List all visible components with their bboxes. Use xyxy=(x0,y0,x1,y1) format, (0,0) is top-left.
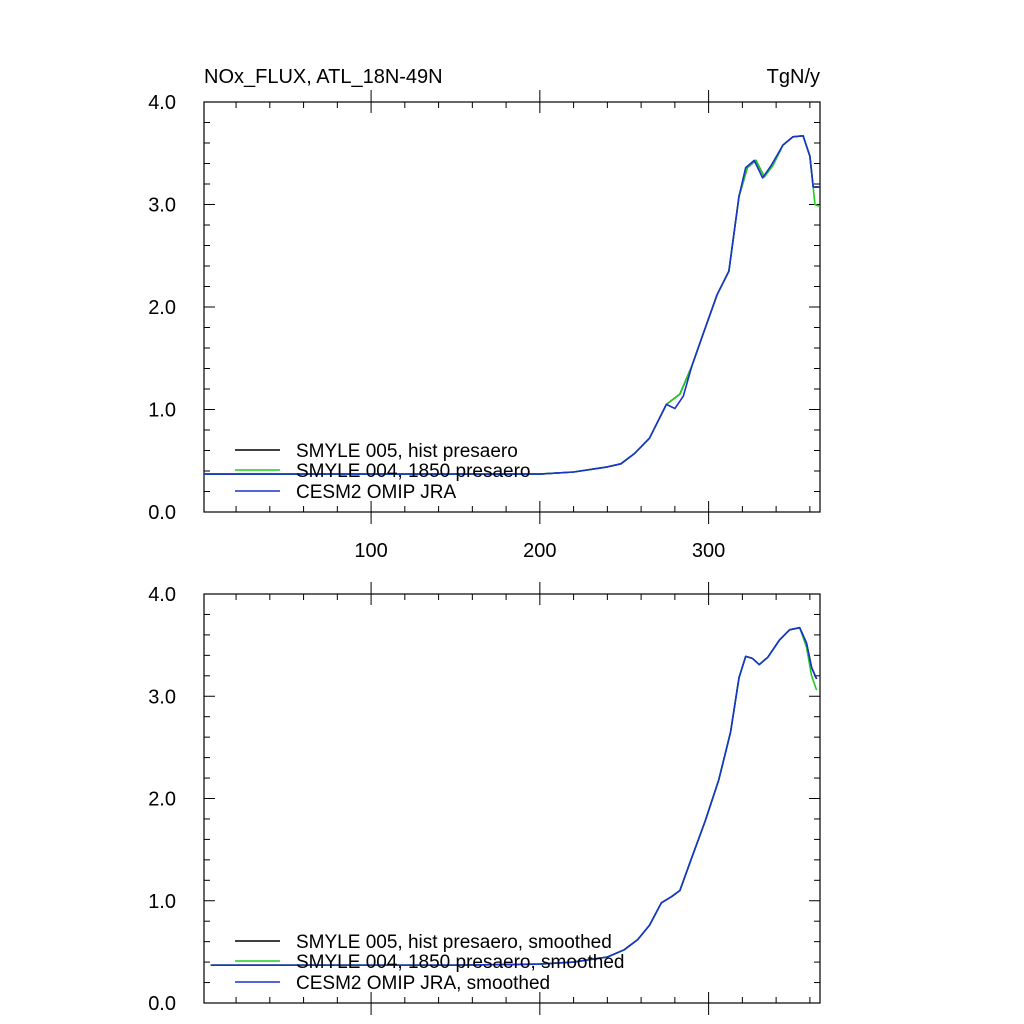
y-tick-label: 4.0 xyxy=(148,584,176,606)
units-label: TgN/y xyxy=(767,66,820,88)
legend-label-0: SMYLE 005, hist presaero xyxy=(296,441,518,462)
series-line-2 xyxy=(204,135,820,475)
x-tick-label: 300 xyxy=(692,540,725,562)
series-line-2 xyxy=(210,626,818,966)
legend-label-1: SMYLE 004, 1850 presaero, smoothed xyxy=(296,952,624,973)
legend-label-0: SMYLE 005, hist presaero, smoothed xyxy=(296,932,612,953)
y-tick-label: 2.0 xyxy=(148,297,176,319)
legend-label-2: CESM2 OMIP JRA xyxy=(296,482,456,503)
series-line-1 xyxy=(210,626,818,966)
legend-label-1: SMYLE 004, 1850 presaero xyxy=(296,461,531,482)
series-line-0 xyxy=(204,135,820,475)
x-tick-label: 100 xyxy=(354,540,387,562)
y-tick-label: 4.0 xyxy=(148,92,176,114)
y-tick-label: 1.0 xyxy=(148,891,176,913)
legend-label-2: CESM2 OMIP JRA, smoothed xyxy=(296,973,550,994)
bottom-panel: 0.0 1.0 2.0 3.0 4.0 SMYLE 005, hist presaero,… xyxy=(148,582,821,1015)
y-tick-label: 3.0 xyxy=(148,195,176,217)
chart-title: NOx_FLUX, ATL_18N-49N xyxy=(204,66,443,88)
y-tick-label: 1.0 xyxy=(148,400,176,422)
top-panel: NOx_FLUX, ATL_18N-49N TgN/y 0.0 1.0 2.0 3.0… xyxy=(148,66,821,562)
y-tick-label: 3.0 xyxy=(148,686,176,708)
series-line-1 xyxy=(204,135,820,475)
y-tick-label: 2.0 xyxy=(148,789,176,811)
series-line-0 xyxy=(210,626,818,966)
y-tick-label: 0.0 xyxy=(148,993,176,1015)
y-tick-label: 0.0 xyxy=(148,502,176,524)
x-tick-label: 200 xyxy=(523,540,556,562)
